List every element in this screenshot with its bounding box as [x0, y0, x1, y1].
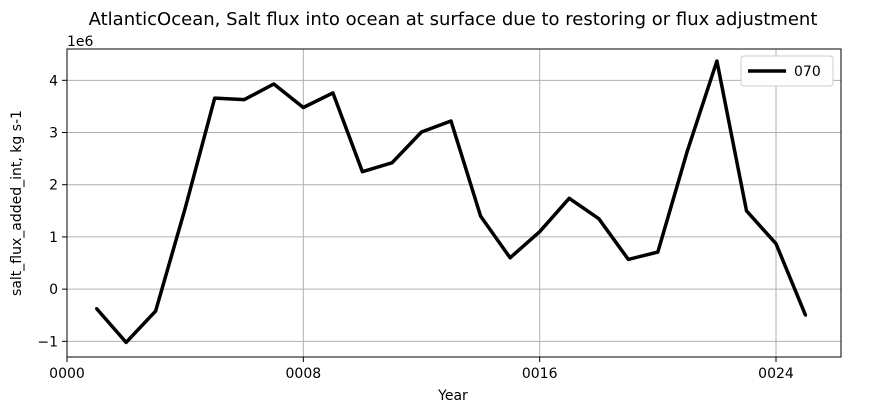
y-tick-label: 4: [49, 73, 58, 89]
y-tick-label: 3: [49, 126, 58, 142]
y-tick-label: 1: [49, 230, 58, 246]
data-point: [567, 196, 571, 200]
data-point: [597, 217, 601, 221]
legend-label: 070: [794, 64, 821, 80]
y-axis-label: salt_flux_added_int, kg s-1: [9, 110, 25, 296]
data-point: [95, 306, 99, 310]
x-tick-label: 0016: [522, 366, 558, 382]
y-tick-label: 0: [49, 282, 58, 298]
x-axis-label: Year: [437, 388, 468, 404]
data-point: [213, 96, 217, 100]
chart-title: AtlanticOcean, Salt flux into ocean at s…: [89, 9, 818, 30]
data-point: [656, 250, 660, 254]
data-point: [420, 130, 424, 134]
legend: 070: [740, 55, 834, 87]
data-point: [242, 98, 246, 102]
data-point: [508, 256, 512, 260]
y-tick-label: −1: [37, 334, 58, 350]
x-tick-label: 0008: [286, 366, 322, 382]
data-point: [272, 82, 276, 86]
data-point: [124, 340, 128, 344]
data-point: [744, 209, 748, 213]
series-line-070: [95, 59, 808, 345]
plot-frame: [66, 48, 842, 358]
data-point: [685, 149, 689, 153]
data-point: [626, 257, 630, 261]
y-offset-label: 1e6: [67, 34, 94, 50]
data-point: [390, 161, 394, 165]
x-axis-ticks: 0000 0008 0016 0024: [49, 357, 794, 382]
data-point: [774, 242, 778, 246]
legend-box: [740, 55, 834, 87]
data-point: [715, 59, 719, 63]
y-tick-label: 2: [49, 178, 58, 194]
data-point: [301, 105, 305, 109]
data-point: [449, 119, 453, 123]
data-point: [804, 313, 808, 317]
data-point: [538, 230, 542, 234]
data-point: [360, 170, 364, 174]
y-axis-ticks: −1 0 1 2 3 4: [37, 73, 67, 350]
data-point: [154, 309, 158, 313]
data-point: [183, 206, 187, 210]
x-tick-label: 0000: [49, 366, 85, 382]
data-point: [331, 91, 335, 95]
data-point: [479, 214, 483, 218]
series-group: [95, 59, 808, 345]
x-tick-label: 0024: [758, 366, 794, 382]
